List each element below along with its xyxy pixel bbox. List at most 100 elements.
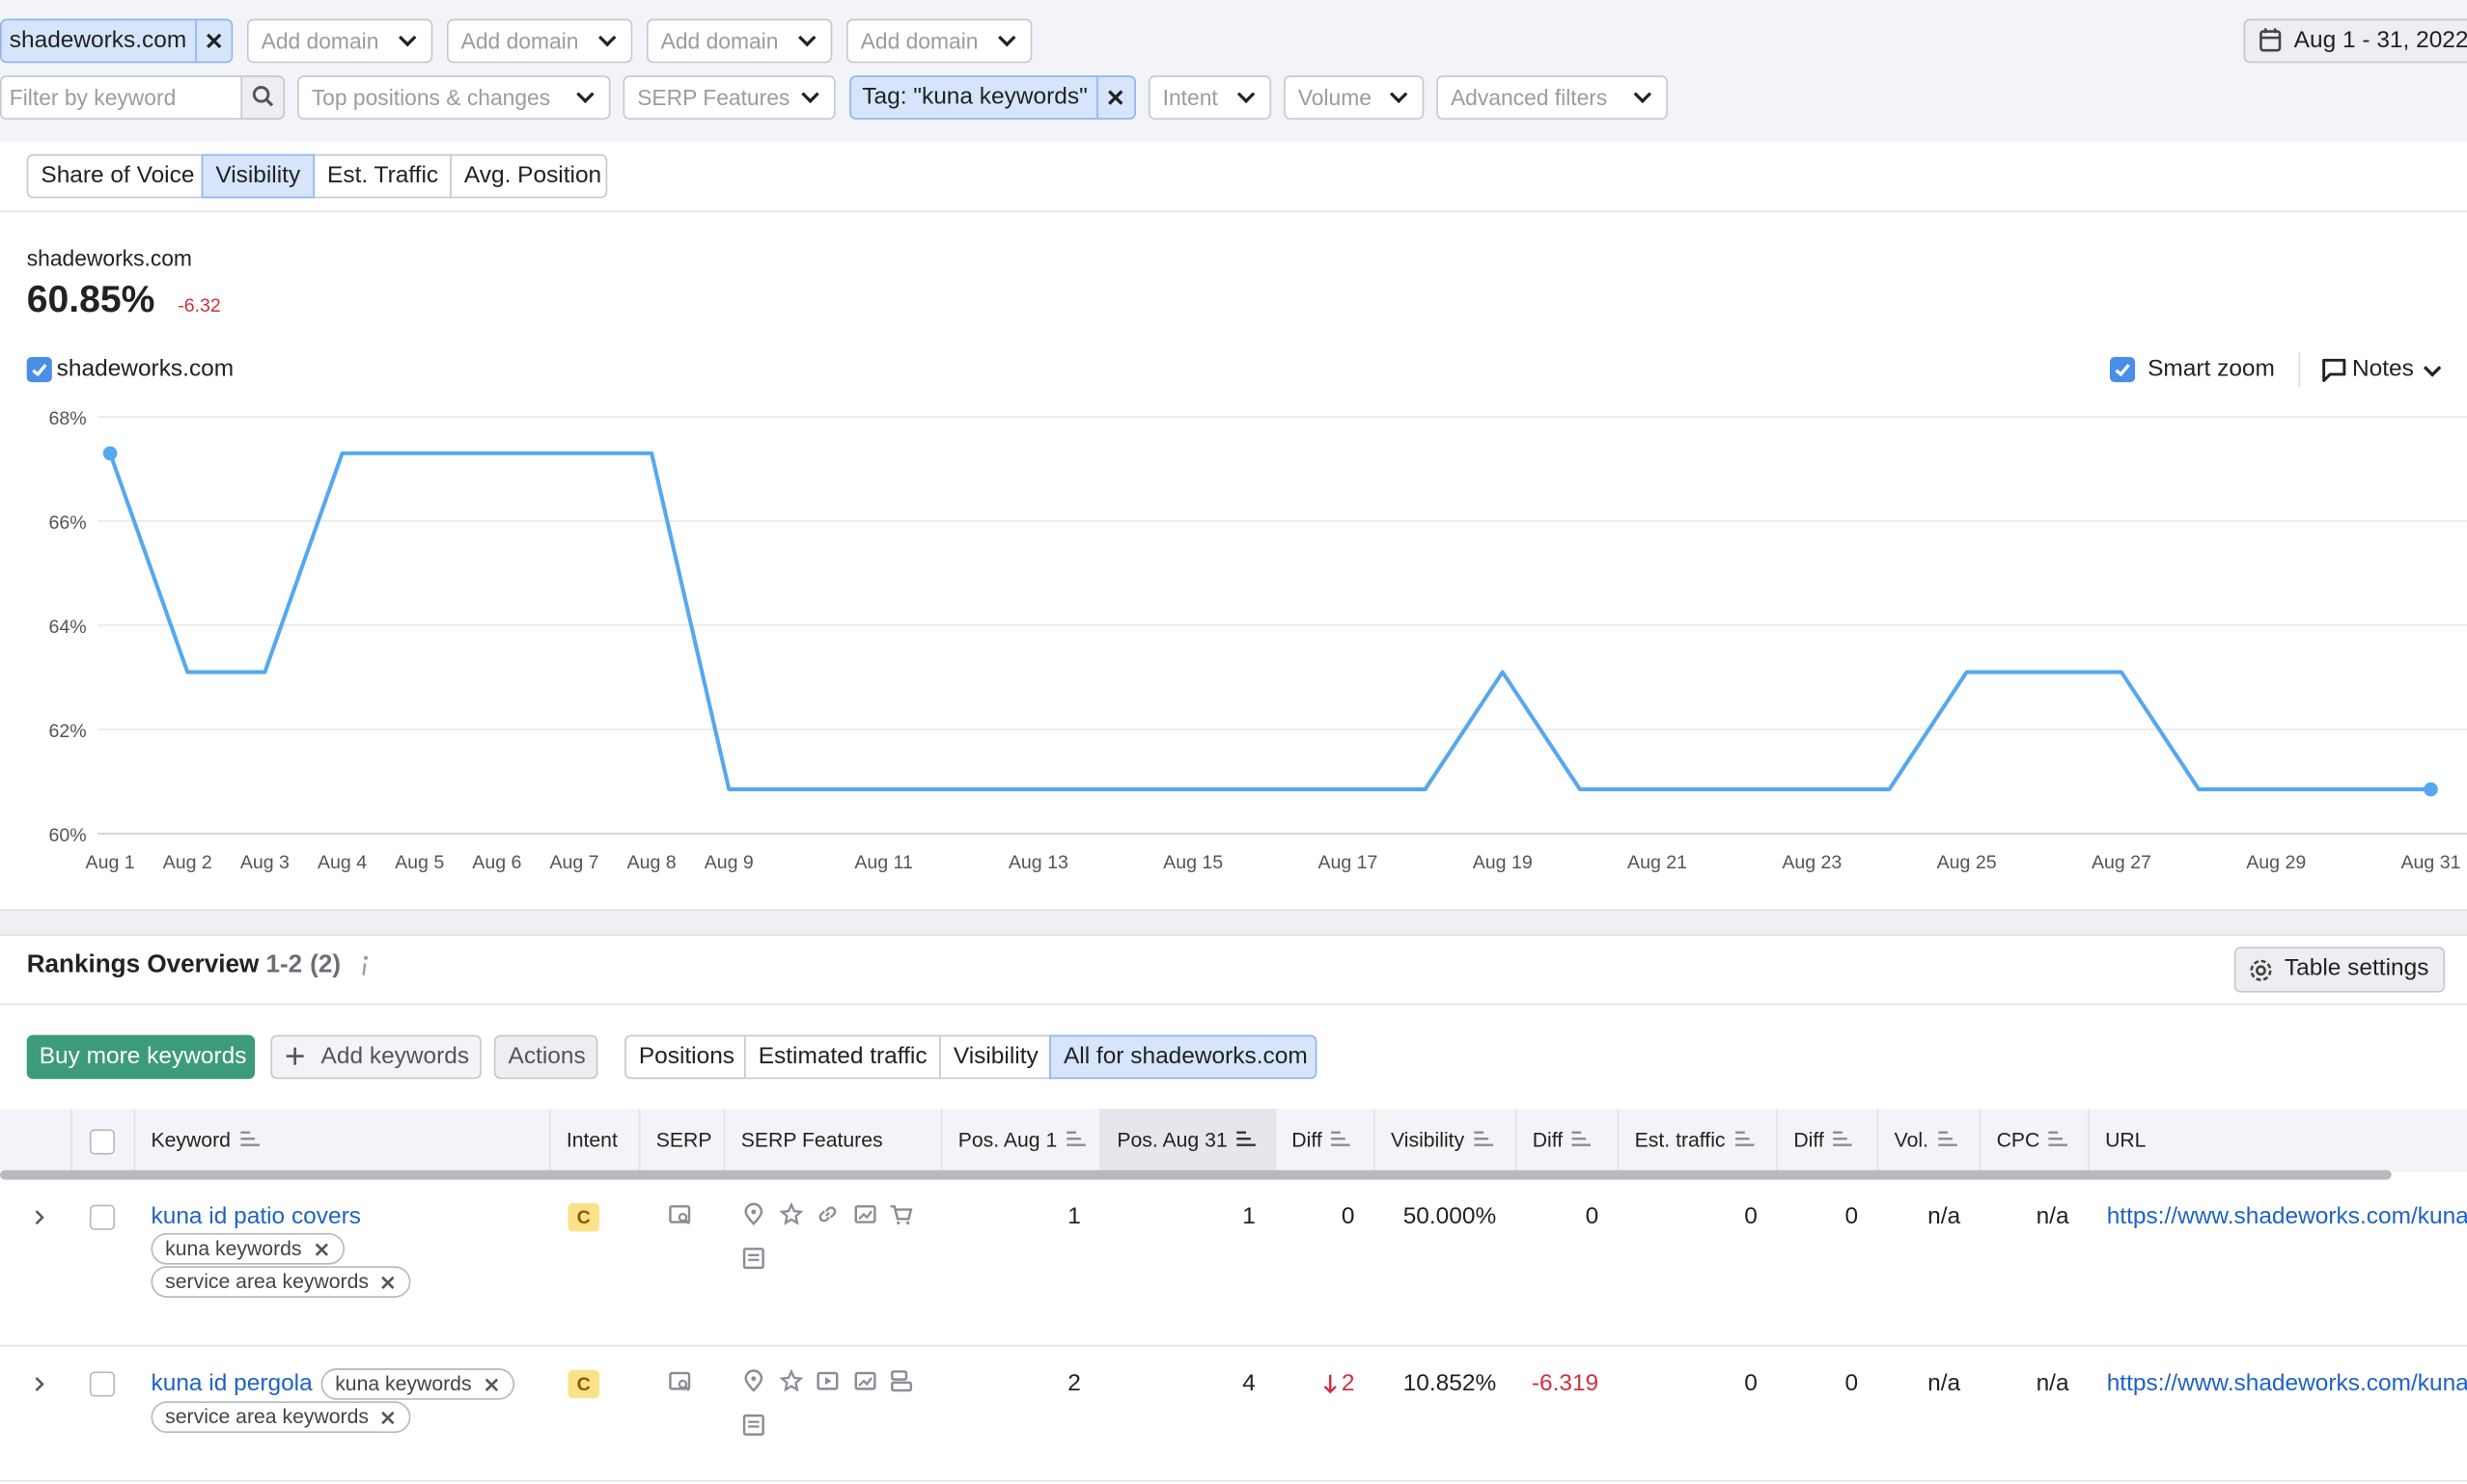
column-header[interactable]: Diff	[1532, 1127, 1564, 1152]
search-button[interactable]	[240, 75, 286, 120]
keyword-filter[interactable]	[0, 75, 286, 120]
table-cell: n/a	[1927, 1369, 1961, 1397]
domain-chip[interactable]	[0, 18, 234, 64]
tab[interactable]	[201, 153, 316, 199]
x-tick-label: Aug 6	[472, 852, 521, 873]
tag-chip-divider	[1096, 76, 1098, 119]
sort-icon	[2049, 1131, 2068, 1146]
table-cell: 50.000%	[1402, 1203, 1497, 1230]
close-icon	[1108, 90, 1123, 105]
checkbox[interactable]	[2109, 357, 2136, 383]
checkbox[interactable]	[89, 1371, 115, 1397]
button-label: Add keywords	[320, 1042, 470, 1070]
checkbox[interactable]	[26, 357, 52, 383]
filter-dropdown[interactable]	[1148, 75, 1272, 120]
filter-text: Intent	[1162, 85, 1218, 111]
y-tick-label: 60%	[49, 825, 87, 846]
column-header[interactable]: Keyword	[151, 1127, 231, 1152]
add-domain-dropdown[interactable]	[646, 18, 833, 64]
actions-button[interactable]	[493, 1034, 598, 1080]
domain-chip-close	[195, 20, 197, 62]
column-header[interactable]: Vol.	[1894, 1127, 1928, 1152]
filter-dropdown[interactable]	[1284, 75, 1425, 120]
column-header[interactable]: CPC	[1996, 1127, 2040, 1152]
filter-dropdown[interactable]	[623, 75, 836, 120]
url-link[interactable]: https://www.shadeworks.com/kuna	[2106, 1203, 2467, 1230]
divider	[0, 1003, 2467, 1005]
serp-feature-icon	[744, 1369, 763, 1392]
intent-badge: C	[568, 1203, 600, 1232]
down-arrow-icon	[1323, 1374, 1337, 1394]
serp-feature-icon	[744, 1202, 763, 1225]
column-header[interactable]: Diff	[1793, 1127, 1824, 1152]
sort-icon	[1571, 1131, 1592, 1146]
table-settings-label: Table settings	[2284, 954, 2429, 982]
add-keywords-button[interactable]	[270, 1034, 482, 1080]
button-label: Actions	[508, 1042, 586, 1070]
buy-keywords-button[interactable]	[26, 1034, 256, 1080]
tag-remove-icon	[485, 1378, 498, 1391]
tab[interactable]	[939, 1034, 1051, 1080]
column-divider	[638, 1109, 641, 1172]
tab-label: Visibility	[953, 1042, 1039, 1070]
gear-icon	[2250, 959, 2272, 981]
tag-chip[interactable]	[849, 75, 1136, 120]
filter-dropdown[interactable]	[1436, 75, 1668, 120]
x-tick-label: Aug 23	[1782, 852, 1842, 873]
notes-button[interactable]: Notes	[2351, 355, 2414, 383]
expand-icon	[35, 1210, 44, 1225]
row-divider	[0, 1344, 2467, 1347]
add-domain-dropdown[interactable]	[446, 18, 633, 64]
tab-label: Avg. Position	[463, 161, 602, 189]
column-header[interactable]: Pos. Aug 1	[957, 1127, 1058, 1152]
table-settings-button[interactable]	[2233, 947, 2446, 993]
x-tick-label: Aug 13	[1009, 852, 1068, 873]
smart-zoom-label: Smart zoom	[2148, 355, 2275, 383]
column-divider	[1876, 1109, 1879, 1172]
sorted-column-bg	[1099, 1109, 1275, 1172]
keyword-link[interactable]: kuna id patio covers	[151, 1203, 361, 1230]
filter-dropdown[interactable]	[297, 75, 611, 120]
add-domain-dropdown[interactable]	[845, 18, 1033, 64]
column-header[interactable]: Est. traffic	[1634, 1127, 1726, 1152]
end-marker	[102, 446, 118, 461]
x-tick-label: Aug 9	[705, 852, 754, 873]
checkbox[interactable]	[89, 1204, 115, 1230]
tab[interactable]	[450, 153, 608, 199]
column-header: URL	[2105, 1127, 2147, 1152]
keyword-link[interactable]: kuna id pergola	[151, 1369, 313, 1397]
x-tick-label: Aug 15	[1163, 852, 1223, 873]
serp-feature-icon	[742, 1248, 764, 1270]
tab[interactable]	[1049, 1034, 1317, 1080]
domain-chip-text: shadeworks.com	[9, 26, 187, 54]
rankings-range: 1-2	[265, 951, 303, 978]
y-tick-label: 64%	[49, 617, 87, 638]
column-header[interactable]: Visibility	[1391, 1127, 1465, 1152]
x-tick-label: Aug 4	[318, 852, 367, 873]
tab[interactable]	[624, 1034, 746, 1080]
column-header[interactable]: Pos. Aug 31	[1117, 1127, 1228, 1152]
tab[interactable]	[313, 153, 452, 199]
column-divider	[1274, 1109, 1277, 1172]
tab[interactable]	[744, 1034, 941, 1080]
add-domain-dropdown[interactable]	[246, 18, 433, 64]
x-tick-label: Aug 8	[627, 852, 677, 873]
column-divider	[2088, 1109, 2090, 1172]
column-header[interactable]: Diff	[1291, 1127, 1322, 1152]
tab[interactable]	[26, 153, 204, 199]
filter-text: Volume	[1297, 85, 1372, 111]
url-link[interactable]: https://www.shadeworks.com/kuna	[2106, 1369, 2467, 1397]
column-divider	[1099, 1109, 1102, 1172]
x-tick-label: Aug 7	[549, 852, 598, 873]
sort-icon	[1067, 1131, 1086, 1146]
y-tick-label: 68%	[49, 408, 87, 429]
checkbox[interactable]	[89, 1129, 115, 1155]
tab-label: Est. Traffic	[327, 161, 439, 189]
serp-icon	[669, 1371, 691, 1391]
keyword-tag: service area keywords	[151, 1266, 411, 1298]
sort-icon	[1331, 1131, 1351, 1146]
tag-remove-icon	[315, 1243, 328, 1256]
tab-label: Visibility	[215, 161, 301, 189]
divider	[0, 210, 2467, 213]
